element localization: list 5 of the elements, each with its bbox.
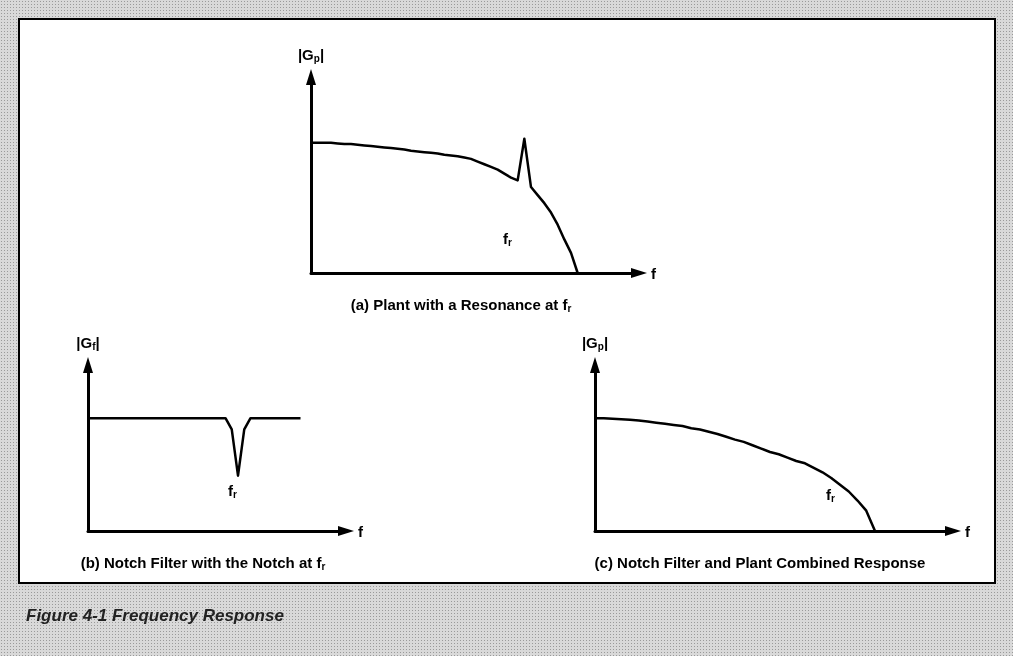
x-axis-title: f xyxy=(358,522,364,540)
text: (c) Notch Filter and Plant Combined Response xyxy=(594,554,926,571)
x-axis-title: f xyxy=(651,264,657,282)
caption: Figure 4-1 Frequency Response xyxy=(26,606,284,626)
x-axis-title: f xyxy=(965,522,971,540)
